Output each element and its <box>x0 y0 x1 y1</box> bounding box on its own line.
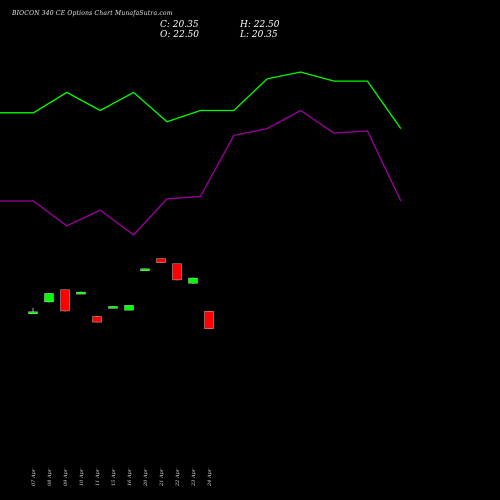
date-labels-group: 07 Apr 08 Apr 09 Apr 10 Apr 11 Apr 15 Apr 16 A… <box>31 468 213 487</box>
x-tick-label: 10 Apr <box>79 468 85 486</box>
high-value: H: 22.50 <box>240 20 280 30</box>
candle-body <box>204 311 214 329</box>
x-tick-label: 16 Apr <box>127 468 133 486</box>
candle-body <box>188 277 198 284</box>
x-tick-label: 07 Apr <box>31 468 37 486</box>
x-tick-label: 15 Apr <box>111 468 117 486</box>
candle-body <box>60 289 70 312</box>
x-tick-label: 09 Apr <box>63 468 69 486</box>
open-value: O: 22.50 <box>160 30 200 40</box>
candle-body <box>92 316 102 323</box>
x-tick-label: 21 Apr <box>159 468 165 487</box>
candle-body <box>28 311 38 314</box>
candle-body <box>140 268 150 271</box>
x-tick-label: 24 Apr <box>207 468 213 487</box>
close-value: C: 20.35 <box>160 20 199 30</box>
chart-title: BIOCON 340 CE Options Chart MunafaSutra.… <box>12 10 173 17</box>
candle-body <box>124 305 134 311</box>
candle-body <box>172 263 182 281</box>
x-tick-label: 22 Apr <box>175 468 181 487</box>
x-tick-label: 08 Apr <box>47 468 53 486</box>
candle-body <box>108 306 118 309</box>
candle-body <box>156 258 166 263</box>
low-value: L: 20.35 <box>240 30 278 40</box>
x-tick-label: 11 Apr <box>95 468 101 486</box>
x-tick-label: 23 Apr <box>191 468 197 487</box>
candle-body <box>76 291 86 295</box>
candles-group <box>28 258 214 329</box>
candle-body <box>44 293 54 303</box>
lower-indicator-line <box>0 109 402 236</box>
x-tick-label: 20 Apr <box>143 468 149 487</box>
upper-indicator-line <box>0 71 402 129</box>
